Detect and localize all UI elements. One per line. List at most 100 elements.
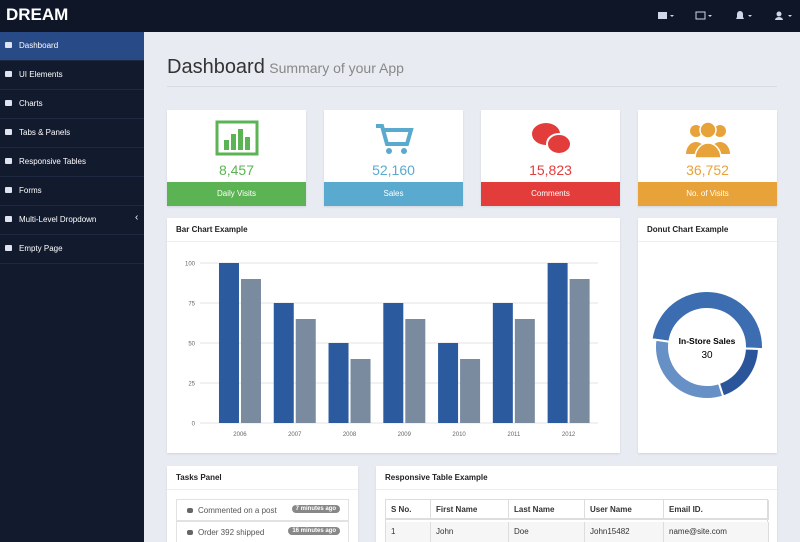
task-item[interactable]: Commented on a post 7 minutes ago [176,499,349,521]
bar [514,319,535,423]
panel-title: Tasks Panel [176,473,222,482]
stat-card: 36,752 No. of Visits [638,110,777,206]
donut-center-label: In-Store Sales [679,336,736,346]
nav-item[interactable]: Responsive Tables [0,148,144,177]
x-tick-label: 2012 [562,432,576,438]
task-text: Commented on a post [198,506,277,515]
table-cell: 1 [386,522,431,542]
y-tick-label: 50 [188,342,195,348]
bar [350,359,371,423]
y-tick-label: 100 [185,262,196,268]
separator [167,489,358,490]
stat-label: Daily Visits [167,182,306,206]
nav-icon [5,42,12,48]
stat-icon [686,121,730,159]
page-title: Dashboard [167,56,265,78]
bar [328,343,349,423]
nav-item[interactable]: Forms [0,177,144,206]
stat-label: Sales [324,182,463,206]
task-icon [187,530,193,535]
stat-value: 15,823 [529,162,572,178]
caret [788,15,792,17]
bar [273,303,294,423]
caret [748,15,752,17]
icon-bar [224,140,229,150]
header-rule [167,86,777,87]
nav-icon [5,100,12,106]
top-bar: DREAM [0,0,800,32]
user-icon[interactable] [776,11,782,17]
nav-label: Responsive Tables [19,157,87,166]
bar [240,279,261,423]
tasks-icon[interactable] [695,11,706,20]
page-header: Dashboard Summary of your App [167,56,404,79]
donut-panel: Donut Chart Example In-Store Sales 30 [638,218,777,453]
x-tick-label: 2011 [507,432,521,438]
y-tick-label: 25 [188,382,195,388]
stat-card: 52,160 Sales [324,110,463,206]
stat-value: 36,752 [686,162,729,178]
panel-title: Bar Chart Example [176,225,248,234]
nav-icon [5,245,12,251]
tasks-panel: Tasks Panel Commented on a post 7 minutes… [167,466,358,542]
x-tick-label: 2009 [398,432,412,438]
nav-label: Charts [19,99,43,108]
y-tick-label: 0 [192,422,196,428]
nav-item[interactable]: UI Elements [0,61,144,90]
nav-item[interactable]: Tabs & Panels [0,119,144,148]
task-text: Order 392 shipped [198,528,265,537]
donut-center-value: 30 [701,350,713,361]
table-cell: Doe [509,522,585,542]
nav-item[interactable]: Empty Page [0,235,144,264]
x-tick-label: 2007 [288,432,302,438]
stat-label: No. of Visits [638,182,777,206]
nav-label: Forms [19,186,42,195]
task-item[interactable]: Order 392 shipped 16 minutes ago [176,521,349,542]
mail-icon[interactable] [658,12,667,19]
page-subtitle: Summary of your App [269,60,404,76]
brand[interactable]: DREAM [6,5,69,24]
bar-panel: Bar Chart Example 0 25 50 75 100 2006 2007 2008… [167,218,620,453]
bar [218,263,239,423]
icon-head [699,121,717,139]
table-header: First Name [431,500,509,520]
table-header: User Name [585,500,664,520]
nav-label: Dashboard [19,41,59,50]
nav-icon [5,216,12,222]
icon-head [714,125,726,137]
nav-item[interactable]: Dashboard [0,32,144,61]
stat-label: Comments [481,182,620,206]
nav-label: Tabs & Panels [19,128,71,137]
table-panel: Responsive Table Example S No. First Name… [376,466,777,542]
nav-icon [5,158,12,164]
table-header: Last Name [509,500,585,520]
x-tick-label: 2010 [452,432,466,438]
nav-item[interactable]: Charts [0,90,144,119]
bar [547,263,568,423]
stat-card: 15,823 Comments [481,110,620,206]
icon-cart [376,124,414,146]
icon-bar [238,129,243,150]
separator [638,241,777,242]
icon-bar [231,134,236,150]
bar [438,343,459,423]
icon-wheel [401,148,407,154]
panel-title: Donut Chart Example [647,225,729,234]
separator [167,241,620,242]
nav-item[interactable]: Multi-Level Dropdown ‹ [0,206,144,235]
separator [376,489,777,490]
nav-icon [5,187,12,193]
bell-icon[interactable] [736,11,744,19]
stat-icon [215,120,259,156]
icon-bubble [546,133,572,155]
donut-chart: In-Store Sales 30 [650,290,764,400]
task-icon [187,508,193,513]
nav-label: UI Elements [19,70,63,79]
nav-icon [5,71,12,77]
nav-label: Empty Page [19,244,63,253]
table-cell: John15482 [585,522,664,542]
table-cell: John [431,522,509,542]
bar [405,319,426,423]
bar [569,279,590,423]
